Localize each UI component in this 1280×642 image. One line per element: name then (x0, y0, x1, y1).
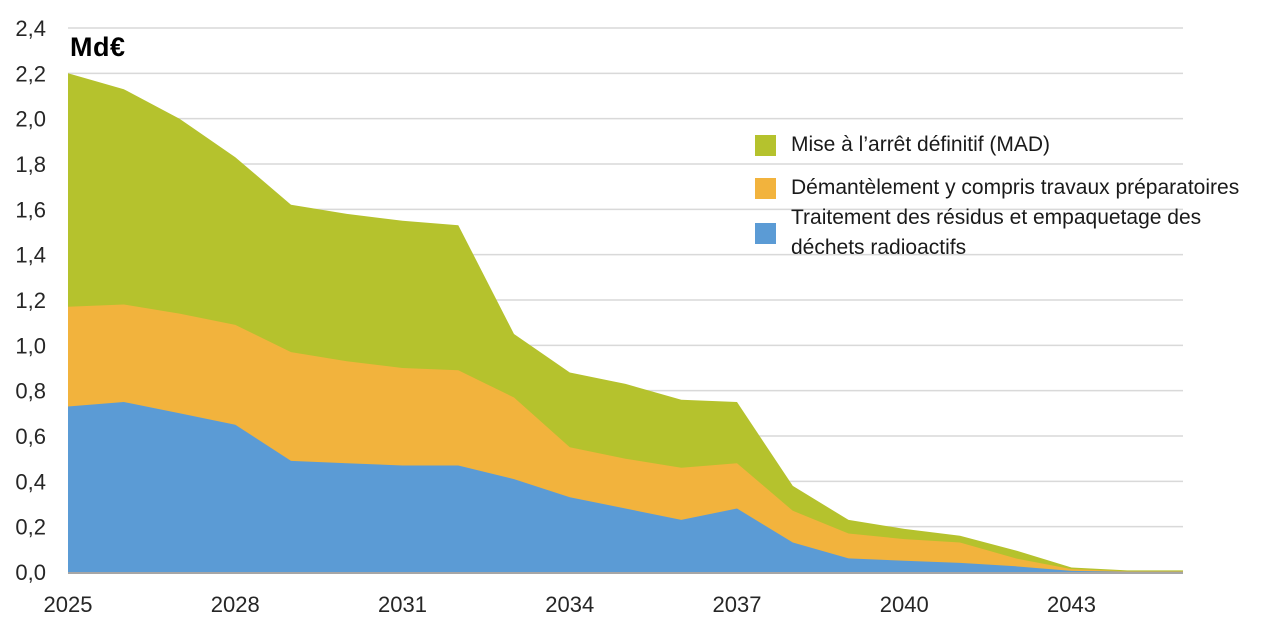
y-tick-label: 2,0 (15, 107, 46, 132)
y-tick-label: 0,0 (15, 560, 46, 585)
y-tick-label: 0,8 (15, 379, 46, 404)
legend-swatch-traitement (755, 222, 776, 244)
x-tick-label: 2028 (211, 592, 260, 617)
y-tick-label: 0,4 (15, 469, 46, 494)
y-tick-label: 0,6 (15, 424, 46, 449)
x-tick-label: 2025 (44, 592, 93, 617)
y-tick-label: 1,8 (15, 152, 46, 177)
legend-item-mad: Mise à l’arrêt définitif (MAD) (755, 130, 1275, 160)
y-tick-label: 1,6 (15, 197, 46, 222)
x-tick-label: 2043 (1047, 592, 1096, 617)
y-tick-label: 1,0 (15, 333, 46, 358)
x-tick-label: 2037 (713, 592, 762, 617)
area-series-0 (68, 402, 1183, 572)
legend-swatch-demantelement (755, 177, 776, 199)
x-tick-label: 2031 (378, 592, 427, 617)
y-axis-unit-label: Md€ (70, 32, 126, 62)
legend-item-traitement: Traitement des résidus et empaquetage de… (755, 203, 1275, 263)
y-tick-label: 1,4 (15, 243, 46, 268)
legend-label-mad: Mise à l’arrêt définitif (MAD) (791, 133, 1051, 156)
x-tick-label: 2034 (545, 592, 594, 617)
y-tick-label: 2,4 (15, 16, 46, 41)
legend-label-traitement: Traitement des résidus et empaquetage de… (791, 206, 1202, 259)
legend: Mise à l’arrêt définitif (MAD) Démantèle… (755, 130, 1275, 263)
y-tick-label: 2,2 (15, 61, 46, 86)
y-tick-label: 1,2 (15, 288, 46, 313)
legend-item-demantelement: Démantèlement y compris travaux préparat… (755, 173, 1275, 203)
x-tick-label: 2040 (880, 592, 929, 617)
legend-label-demantelement: Démantèlement y compris travaux préparat… (791, 176, 1240, 199)
legend-swatch-mad (755, 134, 776, 156)
y-tick-label: 0,2 (15, 515, 46, 540)
